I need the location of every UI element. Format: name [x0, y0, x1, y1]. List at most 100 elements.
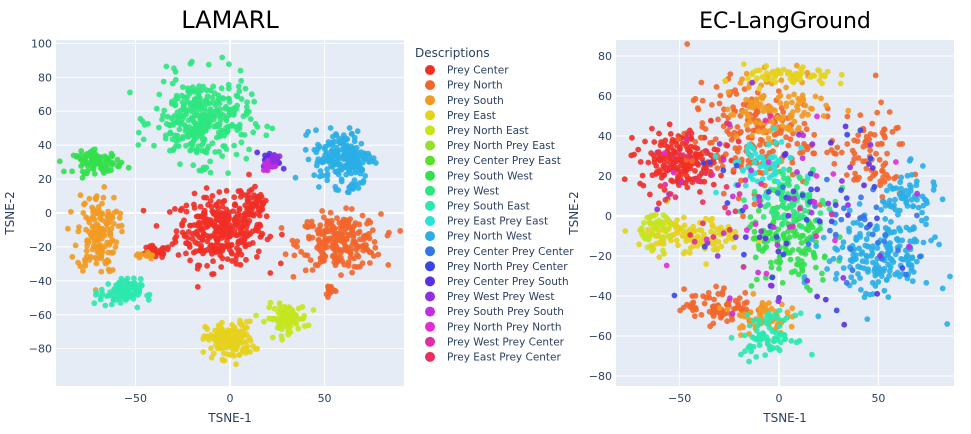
- data-point: [807, 170, 814, 177]
- data-point: [217, 106, 224, 112]
- legend-item[interactable]: Prey Center Prey East: [425, 155, 561, 167]
- data-point: [136, 285, 143, 292]
- data-point: [653, 163, 660, 169]
- data-point: [656, 200, 662, 207]
- data-point: [239, 322, 245, 328]
- data-point: [692, 292, 699, 299]
- legend-item[interactable]: Prey South: [425, 95, 504, 107]
- data-point: [166, 209, 173, 215]
- legend-item[interactable]: Prey South West: [425, 170, 533, 182]
- data-point: [252, 121, 259, 127]
- data-point: [681, 286, 687, 292]
- data-point: [692, 305, 699, 311]
- data-point: [762, 235, 769, 242]
- data-point: [760, 108, 767, 114]
- data-point: [739, 323, 746, 329]
- legend-item[interactable]: Prey North East: [425, 125, 529, 137]
- data-point: [878, 266, 884, 273]
- data-point: [753, 327, 760, 334]
- data-point: [187, 141, 194, 147]
- data-point: [867, 221, 873, 228]
- data-point: [759, 176, 766, 182]
- data-point: [844, 113, 851, 120]
- data-point: [820, 234, 827, 241]
- data-point: [354, 157, 361, 163]
- data-point: [709, 221, 716, 228]
- data-point: [689, 179, 696, 186]
- data-point: [203, 96, 210, 103]
- data-point: [700, 160, 707, 167]
- legend-item[interactable]: Prey East Prey East: [425, 216, 548, 228]
- legend-item[interactable]: Prey North Prey East: [425, 140, 555, 152]
- data-point: [759, 154, 766, 161]
- legend-item[interactable]: Prey North Prey Center: [425, 261, 568, 273]
- data-point: [180, 106, 187, 113]
- data-point: [774, 336, 781, 343]
- legend-item[interactable]: Prey South East: [425, 201, 530, 213]
- data-point: [804, 69, 811, 76]
- data-point: [72, 242, 79, 249]
- legend-item[interactable]: Prey Center Prey South: [425, 276, 569, 288]
- data-point: [740, 213, 746, 220]
- data-point: [746, 104, 753, 110]
- y-tick-label: 80: [598, 50, 612, 63]
- data-point: [745, 113, 752, 120]
- legend-item[interactable]: Prey East: [425, 110, 496, 122]
- data-point: [118, 222, 125, 229]
- data-point: [767, 113, 774, 119]
- legend-item[interactable]: Prey West: [425, 185, 499, 197]
- data-point: [226, 99, 233, 105]
- legend-item[interactable]: Prey North Prey North: [425, 321, 562, 333]
- data-point: [733, 91, 740, 97]
- data-point: [751, 228, 758, 235]
- data-point: [749, 334, 756, 340]
- data-point: [324, 166, 330, 173]
- data-point: [140, 136, 147, 143]
- data-point: [707, 140, 713, 146]
- data-point: [285, 319, 291, 325]
- data-point: [749, 79, 756, 86]
- data-point: [212, 327, 219, 334]
- series-prey-south-east: [728, 307, 815, 365]
- data-point: [302, 146, 309, 153]
- data-point: [743, 70, 750, 77]
- data-point: [803, 126, 810, 133]
- data-point: [196, 83, 203, 90]
- legend-label: Prey East Prey East: [447, 216, 548, 228]
- legend-item[interactable]: Prey South Prey South: [425, 306, 564, 318]
- data-point: [126, 89, 133, 96]
- legend-item[interactable]: Prey North West: [425, 231, 532, 243]
- data-point: [703, 294, 709, 301]
- data-point: [869, 120, 876, 127]
- data-point: [81, 157, 88, 164]
- data-point: [329, 139, 335, 146]
- legend-item[interactable]: Prey Center Prey Center: [425, 246, 574, 258]
- data-point: [718, 172, 724, 179]
- data-point: [692, 168, 698, 174]
- data-point: [698, 311, 705, 318]
- data-point: [881, 287, 888, 294]
- legend-item[interactable]: Prey West Prey West: [425, 291, 554, 303]
- legend-item[interactable]: Prey East Prey Center: [425, 352, 562, 364]
- points-ec-langground: [621, 41, 953, 365]
- legend-item[interactable]: Prey West Prey Center: [425, 336, 565, 348]
- legend-item[interactable]: Prey North: [425, 80, 503, 92]
- data-point: [207, 243, 214, 250]
- data-point: [122, 296, 129, 303]
- data-point: [865, 269, 871, 275]
- data-point: [216, 189, 223, 195]
- data-point: [355, 253, 362, 260]
- data-point: [778, 77, 785, 84]
- data-point: [207, 111, 214, 118]
- y-tick-label: −60: [29, 309, 52, 322]
- legend-item[interactable]: Prey Center: [425, 65, 509, 77]
- data-point: [837, 80, 844, 87]
- data-point: [735, 195, 742, 202]
- data-point: [345, 220, 352, 227]
- data-point: [191, 137, 198, 143]
- data-point: [913, 258, 920, 265]
- data-point: [247, 116, 254, 122]
- data-point: [160, 78, 167, 85]
- data-point: [756, 85, 763, 92]
- data-point: [776, 330, 783, 337]
